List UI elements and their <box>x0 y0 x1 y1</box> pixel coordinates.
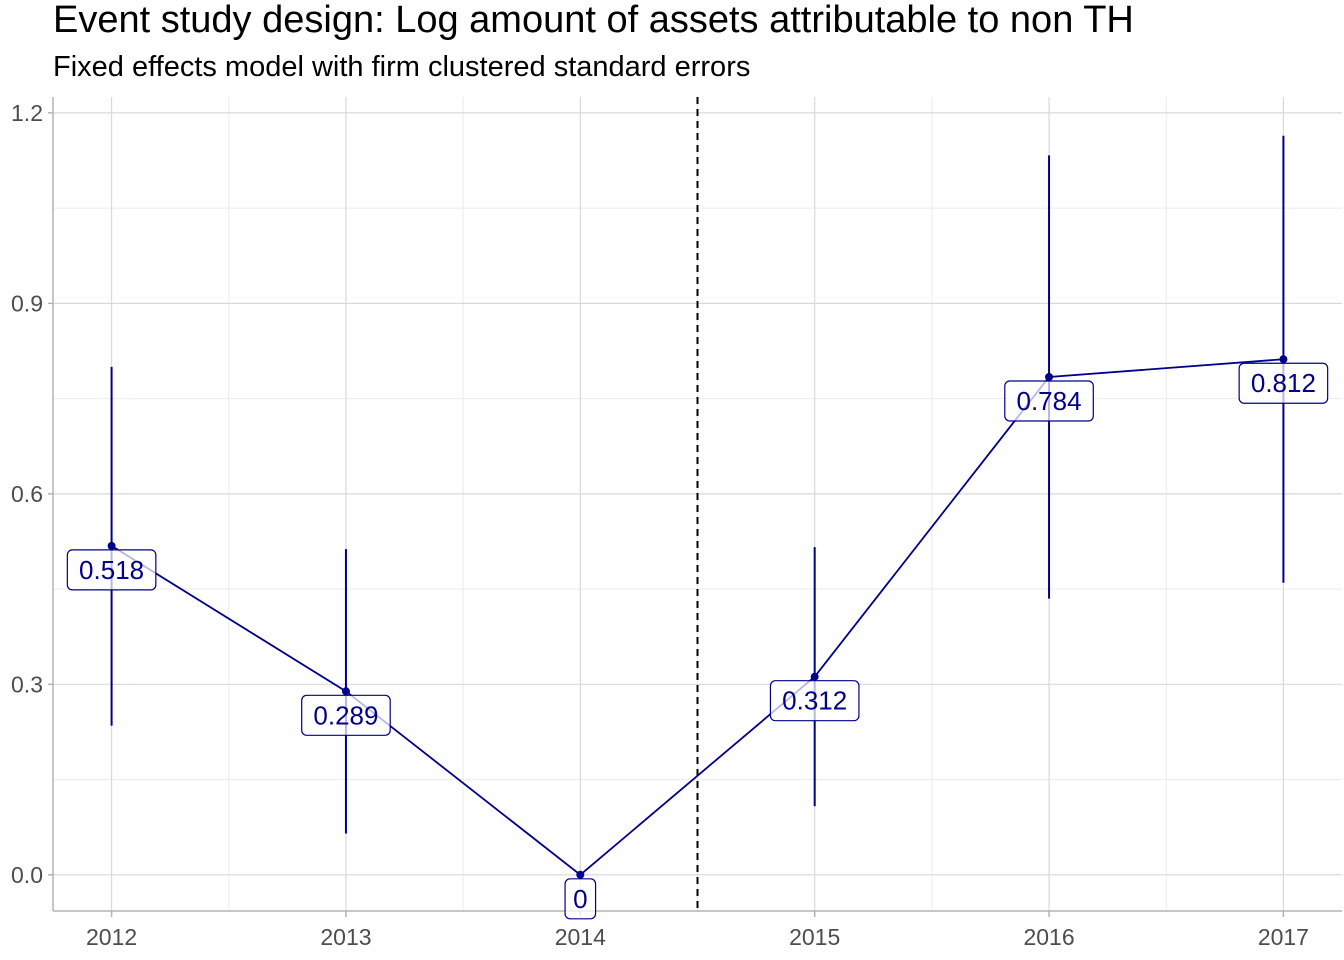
data-point <box>107 541 116 550</box>
data-point <box>576 870 585 879</box>
data-labels: 0.518 0.289 0 0.312 0.784 0.812 <box>66 362 1329 920</box>
data-label-text: 0.289 <box>313 700 378 730</box>
data-label-box <box>564 878 597 920</box>
data-label: 0.289 <box>301 694 391 736</box>
series-line-layer <box>111 358 1284 876</box>
y-tick-label: 0.0 <box>11 862 43 888</box>
y-tick-label: 0.9 <box>11 290 43 316</box>
x-tick-label: 2013 <box>320 924 371 950</box>
chart-subtitle: Fixed effects model with firm clustered … <box>53 51 751 83</box>
data-label-box <box>66 549 157 591</box>
data-label: 0.312 <box>769 680 860 722</box>
y-tick-label: 0.6 <box>11 481 43 507</box>
x-tick-label: 2015 <box>789 924 840 950</box>
data-label: 0.518 <box>66 549 157 591</box>
chart-title: Event study design: Log amount of assets… <box>53 0 1134 41</box>
data-label: 0 <box>564 878 597 920</box>
data-point <box>341 687 350 696</box>
data-label-text: 0.518 <box>79 555 144 585</box>
data-label-box <box>301 694 391 736</box>
x-tick-label: 2012 <box>86 924 137 950</box>
data-label-box <box>1238 362 1329 404</box>
data-label-text: 0.784 <box>1017 386 1082 416</box>
x-tick-label: 2014 <box>555 924 606 950</box>
x-tick-label: 2016 <box>1023 924 1074 950</box>
series-line <box>111 358 1284 876</box>
x-tick-label: 2017 <box>1258 924 1309 950</box>
data-points <box>107 355 1288 879</box>
y-tick-label: 1.2 <box>11 100 43 126</box>
data-point <box>1279 355 1288 364</box>
y-tick-labels: 0.0 0.3 0.6 0.9 1.2 <box>11 100 43 888</box>
x-tick-labels: 2012 2013 2014 2015 2016 2017 <box>86 924 1309 950</box>
data-label: 0.812 <box>1238 362 1329 404</box>
data-label-text: 0.812 <box>1251 368 1316 398</box>
data-point <box>810 672 819 681</box>
data-label-box <box>1004 380 1094 422</box>
axes <box>48 97 1342 917</box>
data-label: 0.784 <box>1004 380 1094 422</box>
data-point <box>1045 373 1054 382</box>
data-label-box <box>769 680 860 722</box>
data-label-text: 0.312 <box>782 686 847 716</box>
y-tick-label: 0.3 <box>11 671 43 697</box>
data-label-text: 0 <box>573 884 587 914</box>
